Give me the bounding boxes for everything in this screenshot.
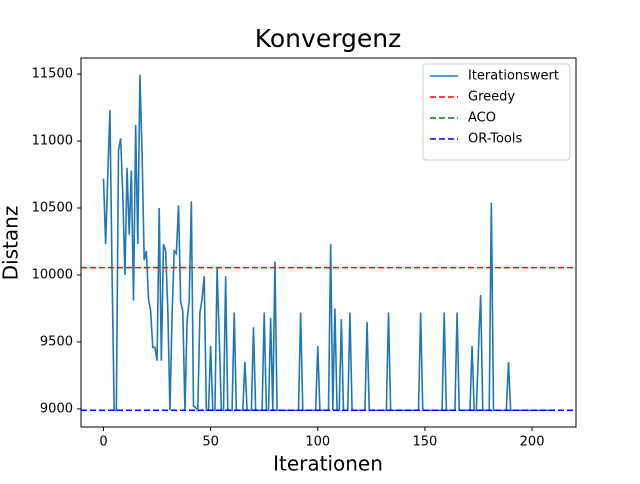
legend-label: Greedy bbox=[468, 90, 515, 105]
x-tick-label: 0 bbox=[99, 435, 107, 450]
x-axis-label: Iterationen bbox=[273, 452, 383, 476]
x-tick-label: 150 bbox=[413, 435, 438, 450]
y-tick-label: 10500 bbox=[32, 201, 73, 216]
y-tick-label: 11500 bbox=[32, 67, 73, 82]
x-tick-label: 100 bbox=[305, 435, 330, 450]
legend-label: ACO bbox=[468, 111, 496, 126]
legend-box bbox=[422, 63, 571, 161]
legend: Iterationswert Greedy ACO OR-Tools bbox=[422, 63, 571, 161]
y-tick-label: 11000 bbox=[32, 134, 73, 149]
legend-label: Iterationswert bbox=[468, 69, 559, 84]
x-tick-label: 50 bbox=[202, 435, 219, 450]
plot-frame bbox=[80, 57, 577, 428]
y-axis-label: Distanz bbox=[0, 206, 23, 281]
y-tick-label: 10000 bbox=[32, 267, 73, 282]
y-tick-label: 9000 bbox=[40, 401, 73, 416]
legend-label: OR-Tools bbox=[468, 132, 522, 147]
chart-title: Konvergenz bbox=[255, 24, 402, 53]
y-tick-label: 9500 bbox=[40, 334, 73, 349]
x-tick-label: 200 bbox=[520, 435, 545, 450]
